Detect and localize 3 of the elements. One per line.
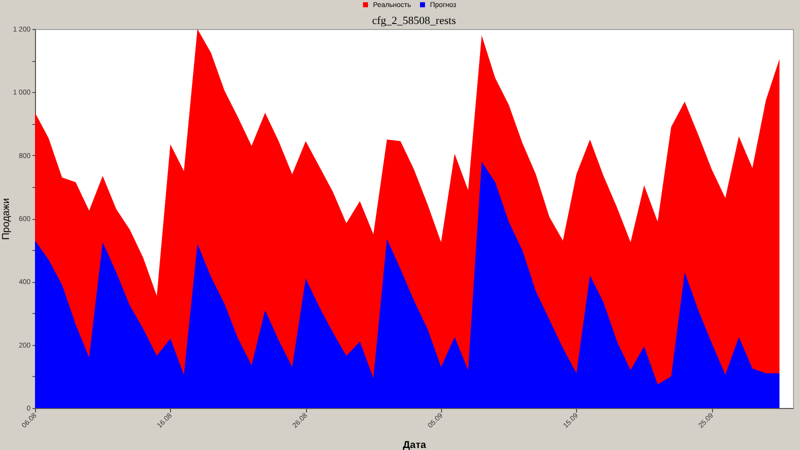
y-axis-title: Продажи bbox=[0, 198, 12, 240]
x-axis-title: Дата bbox=[402, 440, 427, 450]
chart-title: cfg_2_58508_rests bbox=[372, 15, 456, 27]
